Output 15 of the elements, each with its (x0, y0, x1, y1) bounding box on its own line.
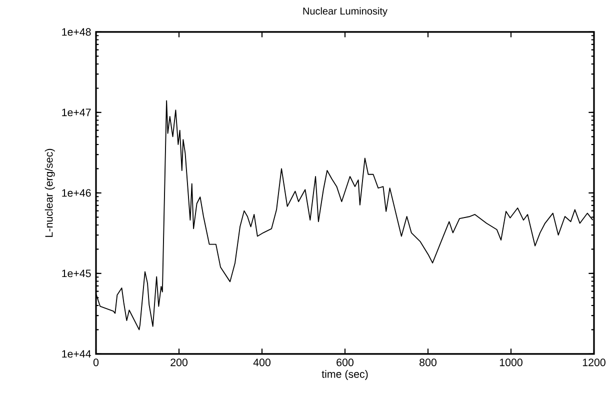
x-tick-label: 1000 (500, 358, 522, 366)
y-tick-label: 1e+46 (62, 189, 91, 197)
y-axis-title: L-nuclear (erg/sec) (44, 148, 55, 237)
y-tick-label: 1e+45 (62, 270, 91, 278)
x-tick-label: 1200 (582, 358, 606, 366)
x-tick-label: 200 (170, 358, 188, 366)
y-tick-label: 1e+47 (62, 108, 91, 116)
chart-title: Nuclear Luminosity (303, 7, 388, 17)
y-tick-label: 1e+48 (62, 28, 91, 36)
x-tick-label: 400 (253, 358, 270, 366)
x-tick-label: 800 (420, 358, 436, 366)
y-tick-label: 1e+44 (62, 350, 91, 358)
x-tick-label: 600 (336, 358, 354, 366)
x-tick-label: 0 (93, 358, 99, 366)
x-axis-title: time (sec) (322, 370, 368, 380)
